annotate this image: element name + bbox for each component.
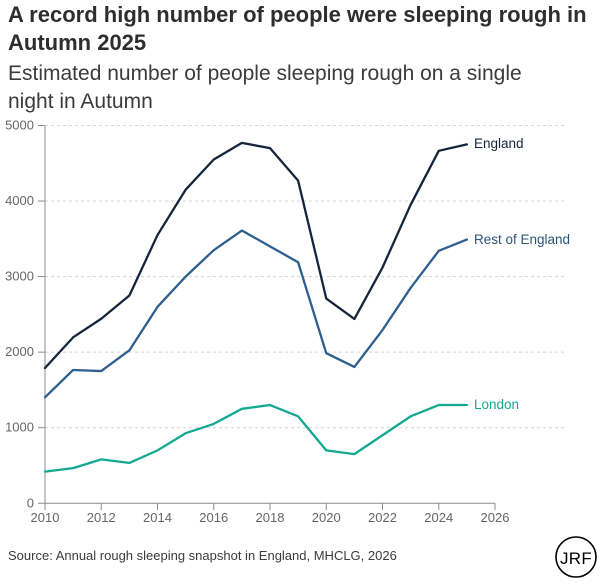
- svg-text:0: 0: [27, 495, 34, 510]
- svg-text:London: London: [474, 397, 519, 412]
- svg-text:4000: 4000: [5, 193, 34, 208]
- svg-text:5000: 5000: [5, 118, 34, 133]
- svg-text:3000: 3000: [5, 269, 34, 284]
- svg-text:2012: 2012: [87, 510, 116, 525]
- svg-text:2026: 2026: [481, 510, 510, 525]
- svg-text:2024: 2024: [424, 510, 453, 525]
- svg-text:Rest of England: Rest of England: [474, 232, 570, 247]
- svg-text:2018: 2018: [256, 510, 285, 525]
- svg-text:2016: 2016: [199, 510, 228, 525]
- svg-text:2000: 2000: [5, 344, 34, 359]
- svg-text:2022: 2022: [368, 510, 397, 525]
- svg-text:2020: 2020: [312, 510, 341, 525]
- svg-text:England: England: [474, 136, 524, 151]
- svg-text:JRF: JRF: [560, 549, 592, 568]
- svg-text:2014: 2014: [143, 510, 172, 525]
- svg-text:2010: 2010: [31, 510, 60, 525]
- svg-text:1000: 1000: [5, 420, 34, 435]
